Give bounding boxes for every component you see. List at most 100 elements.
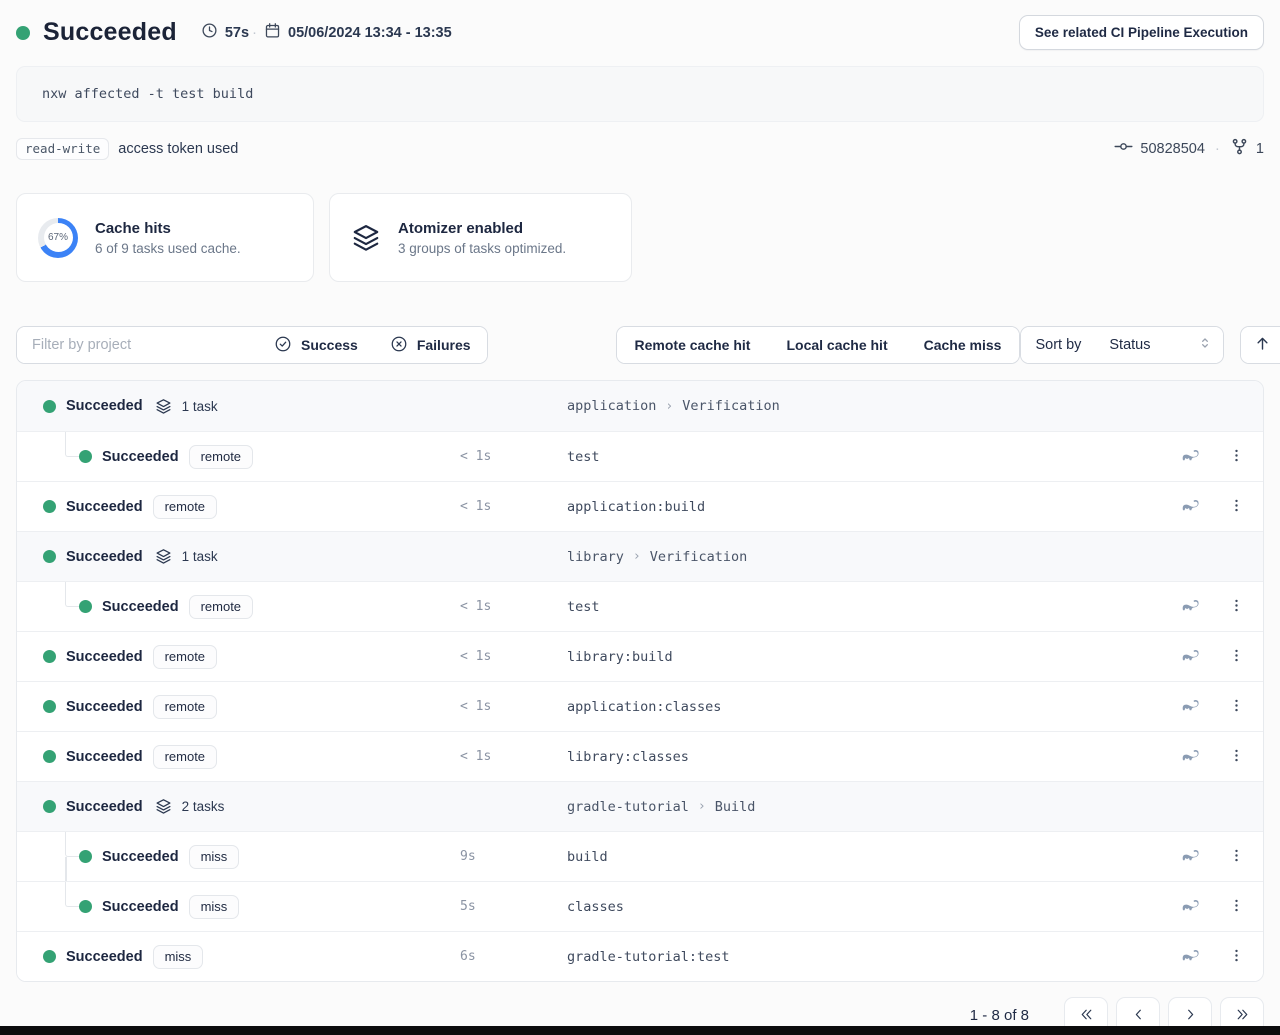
- dot-separator: ·: [252, 24, 258, 41]
- cache-badge: miss: [188, 894, 240, 919]
- chevron-updown-icon: [1197, 335, 1213, 355]
- gradle-elephant-icon: [1179, 894, 1202, 920]
- cache-badge: remote: [152, 644, 218, 669]
- failures-filter-button[interactable]: Failures: [373, 327, 487, 363]
- gradle-link-button[interactable]: [1177, 442, 1204, 472]
- summary-cards: 67% Cache hits 6 of 9 tasks used cache. …: [16, 193, 1264, 282]
- project-name: application: [567, 398, 657, 414]
- task-row[interactable]: Succeeded remote < 1s library:classes: [17, 731, 1263, 781]
- task-duration: 6s: [460, 949, 476, 964]
- task-row[interactable]: Succeeded remote < 1s application:classe…: [17, 681, 1263, 731]
- cache-badge: remote: [152, 494, 218, 519]
- atomizer-subtitle: 3 groups of tasks optimized.: [398, 240, 567, 256]
- row-menu-button[interactable]: [1226, 945, 1247, 969]
- row-status: Succeeded: [66, 398, 143, 414]
- gradle-link-button[interactable]: [1177, 642, 1204, 672]
- run-date-range: 05/06/2024 13:34 - 13:35: [264, 22, 452, 43]
- cache-hits-card[interactable]: 67% Cache hits 6 of 9 tasks used cache.: [16, 193, 314, 282]
- row-status: Succeeded: [66, 498, 143, 515]
- path-chevron: ›: [665, 398, 674, 414]
- task-row[interactable]: Succeeded miss 6s gradle-tutorial:test: [17, 931, 1263, 981]
- task-duration: < 1s: [460, 449, 492, 464]
- status-dot: [43, 950, 56, 963]
- row-actions: [1177, 442, 1247, 472]
- gradle-elephant-icon: [1179, 644, 1202, 670]
- task-row[interactable]: Succeeded remote < 1s application:build: [17, 481, 1263, 531]
- task-list: Succeeded 1 task application › Verificat…: [16, 380, 1264, 982]
- task-category: Verification: [649, 548, 748, 565]
- kebab-menu-icon: [1228, 947, 1245, 967]
- gradle-link-button[interactable]: [1177, 742, 1204, 772]
- gradle-link-button[interactable]: [1177, 892, 1204, 922]
- row-status: Succeeded: [66, 548, 143, 565]
- tree-connector-icon: [65, 882, 79, 907]
- layers-stack-icon: [155, 398, 172, 415]
- task-count: 1 task: [181, 549, 218, 564]
- row-menu-button[interactable]: [1226, 445, 1247, 469]
- gradle-link-button[interactable]: [1177, 842, 1204, 872]
- token-scope-badge: read-write: [16, 137, 110, 160]
- status-dot: [43, 750, 56, 763]
- branch-count[interactable]: 1: [1255, 140, 1264, 157]
- kebab-menu-icon: [1228, 597, 1245, 617]
- kebab-menu-icon: [1228, 747, 1245, 767]
- sort-select[interactable]: Status: [1095, 327, 1224, 363]
- filter-by-project-input[interactable]: [17, 327, 258, 363]
- status-dot: [43, 500, 56, 513]
- task-duration: < 1s: [460, 749, 492, 764]
- task-row[interactable]: Succeeded miss 5s classes: [17, 881, 1263, 931]
- status-dot: [43, 800, 56, 813]
- sort-ascending-button[interactable]: [1241, 327, 1280, 363]
- sort-by-label: Sort by: [1021, 327, 1096, 363]
- chevrons-right-icon: [1234, 1006, 1251, 1026]
- row-menu-button[interactable]: [1226, 645, 1247, 669]
- task-group-row[interactable]: Succeeded 2 tasks gradle-tutorial › Buil…: [17, 781, 1263, 831]
- tree-connector-icon: [65, 832, 79, 857]
- success-filter-button[interactable]: Success: [258, 327, 374, 363]
- row-status: Succeeded: [66, 748, 143, 765]
- row-menu-button[interactable]: [1226, 745, 1247, 769]
- task-row[interactable]: Succeeded remote < 1s library:build: [17, 631, 1263, 681]
- task-count: 1 task: [181, 398, 218, 414]
- task-row[interactable]: Succeeded miss 9s build: [17, 831, 1263, 882]
- cache-hit-ring: 67%: [38, 217, 78, 258]
- gradle-link-button[interactable]: [1177, 692, 1204, 722]
- row-menu-button[interactable]: [1226, 595, 1247, 619]
- cache-miss-button[interactable]: Cache miss: [905, 327, 1020, 363]
- remote-cache-hit-button[interactable]: Remote cache hit: [616, 327, 769, 363]
- row-status: Succeeded: [102, 898, 179, 915]
- git-branch-icon: [1230, 137, 1249, 160]
- row-menu-button[interactable]: [1226, 695, 1247, 719]
- gradle-link-button[interactable]: [1177, 592, 1204, 622]
- project-path: gradle-tutorial › Build: [567, 799, 755, 815]
- kebab-menu-icon: [1228, 897, 1245, 917]
- task-duration: < 1s: [460, 649, 492, 664]
- row-menu-button[interactable]: [1226, 895, 1247, 919]
- gradle-link-button[interactable]: [1177, 492, 1204, 522]
- x-circle-icon: [390, 335, 408, 356]
- task-group-row[interactable]: Succeeded 1 task library › Verification: [17, 531, 1263, 581]
- task-row[interactable]: Succeeded remote < 1s test: [17, 581, 1263, 631]
- layers-stack-icon: [155, 798, 172, 815]
- row-actions: [1177, 492, 1247, 522]
- chevron-left-icon: [1130, 1006, 1147, 1026]
- row-status: Succeeded: [102, 448, 179, 465]
- calendar-icon: [264, 22, 281, 43]
- atomizer-card[interactable]: Atomizer enabled 3 groups of tasks optim…: [329, 193, 632, 282]
- task-group-row[interactable]: Succeeded 1 task application › Verificat…: [17, 381, 1263, 431]
- task-duration: < 1s: [460, 599, 492, 614]
- local-cache-hit-button[interactable]: Local cache hit: [768, 327, 906, 363]
- kebab-menu-icon: [1228, 497, 1245, 517]
- status-dot: [79, 850, 92, 863]
- row-menu-button[interactable]: [1226, 495, 1247, 519]
- run-status-dot: [16, 25, 30, 40]
- cache-badge: remote: [188, 444, 254, 469]
- see-related-pipeline-button[interactable]: See related CI Pipeline Execution: [1018, 15, 1264, 50]
- cache-badge: miss: [152, 944, 204, 969]
- task-row[interactable]: Succeeded remote < 1s test: [17, 431, 1263, 481]
- commit-id[interactable]: 50828504: [1140, 140, 1205, 157]
- row-menu-button[interactable]: [1226, 845, 1247, 869]
- gradle-link-button[interactable]: [1177, 942, 1204, 972]
- run-duration: 57s: [201, 22, 249, 43]
